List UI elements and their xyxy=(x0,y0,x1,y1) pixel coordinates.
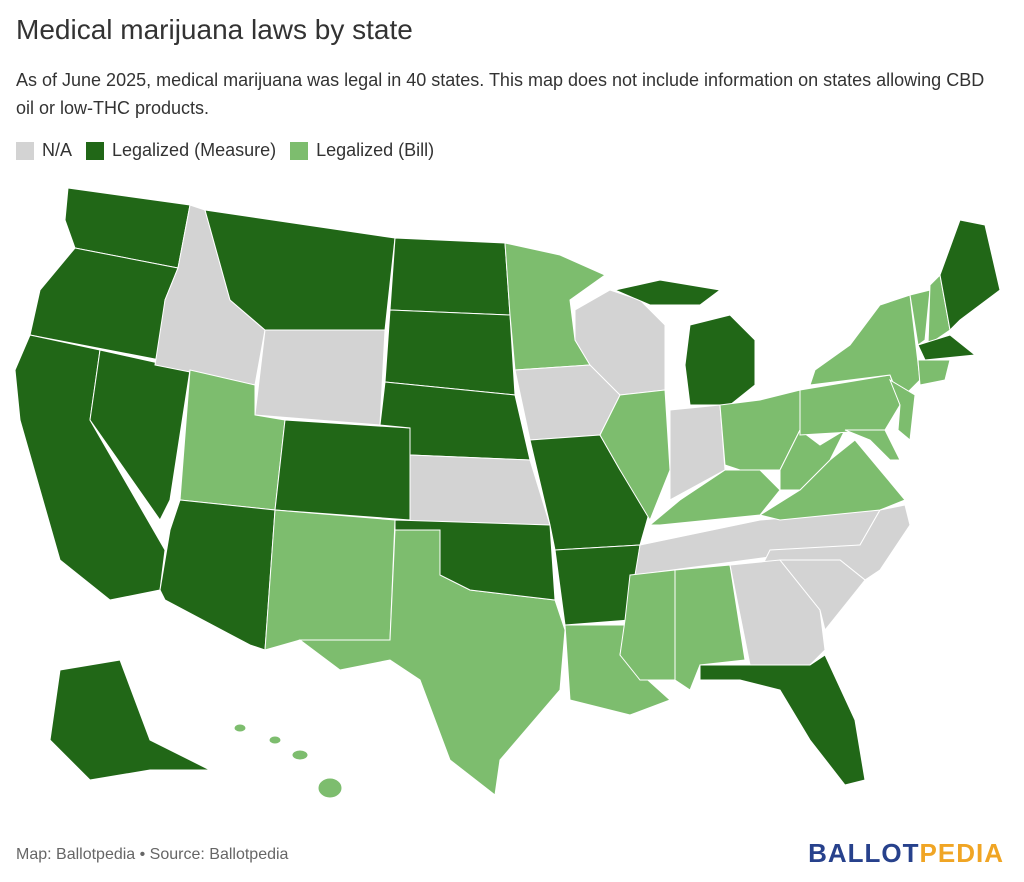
logo-part: BALLOT xyxy=(808,838,920,868)
state xyxy=(49,659,211,781)
legend-item: Legalized (Bill) xyxy=(290,140,434,161)
legend-label: Legalized (Bill) xyxy=(316,140,435,160)
state xyxy=(917,359,951,386)
state xyxy=(939,219,1001,332)
legend-swatch xyxy=(16,141,34,160)
state xyxy=(844,429,901,461)
state xyxy=(291,749,309,761)
state xyxy=(274,419,411,521)
state xyxy=(268,735,282,745)
legend-item: Legalized (Measure) xyxy=(86,140,276,161)
logo: BALLOTPEDIA xyxy=(808,838,1004,869)
map xyxy=(14,187,1001,799)
legend-label: N/A xyxy=(42,140,73,160)
state xyxy=(799,374,901,436)
state xyxy=(159,499,276,651)
legend-swatch xyxy=(86,141,105,160)
state xyxy=(778,559,866,632)
state xyxy=(699,654,866,786)
state xyxy=(389,237,511,316)
state xyxy=(233,723,247,733)
state xyxy=(613,279,722,306)
state xyxy=(384,309,516,396)
state xyxy=(917,334,977,361)
source: Map: Ballotpedia • Source: Ballotpedia xyxy=(16,846,289,863)
legend-swatch xyxy=(290,141,309,160)
subtitle: As of June 2025, medical marijuana was l… xyxy=(16,70,985,118)
state xyxy=(684,314,756,406)
state xyxy=(619,569,676,681)
state xyxy=(888,378,916,441)
state xyxy=(409,454,551,526)
state xyxy=(394,519,556,601)
logo-part: PEDIA xyxy=(919,838,1004,868)
state xyxy=(909,289,931,346)
state xyxy=(264,509,396,651)
state xyxy=(648,469,781,526)
title: Medical marijuana laws by state xyxy=(16,14,413,45)
state xyxy=(254,329,386,426)
state xyxy=(599,389,671,522)
legend: N/A Legalized (Measure) Legalized (Bill) xyxy=(16,140,434,161)
legend-label: Legalized (Measure) xyxy=(112,140,277,160)
legend-item: N/A xyxy=(16,140,72,161)
state xyxy=(317,777,343,799)
